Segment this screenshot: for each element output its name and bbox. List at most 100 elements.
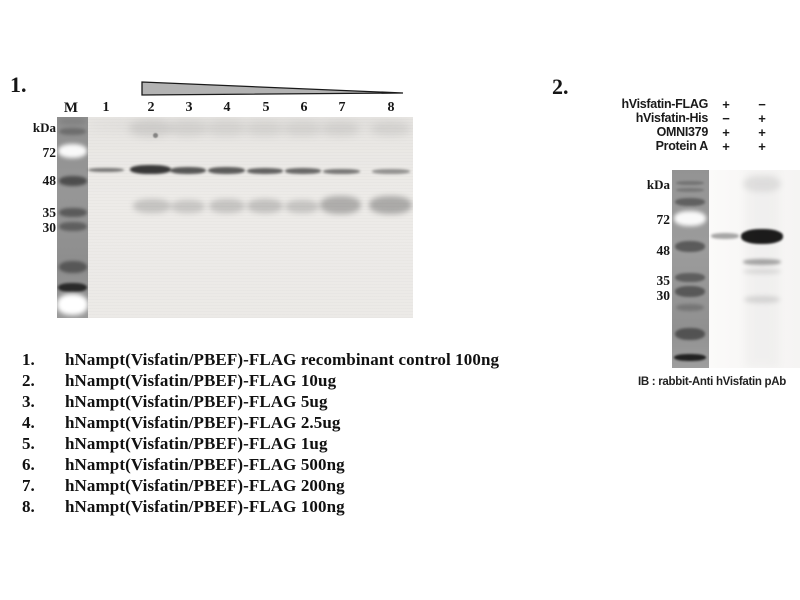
blot-band xyxy=(372,169,410,174)
blot-band xyxy=(674,211,706,226)
blot-band xyxy=(675,198,705,206)
blot-band xyxy=(675,241,705,252)
lane-label-4: 4 xyxy=(223,100,231,115)
legend-text: hNampt(Visfatin/PBEF)-FLAG 1ug xyxy=(65,434,328,453)
blot-band xyxy=(743,269,781,274)
legend-text: hNampt(Visfatin/PBEF)-FLAG 5ug xyxy=(65,392,328,411)
blot-band xyxy=(285,200,319,213)
legend-num: 4. xyxy=(22,413,35,432)
blot-band xyxy=(284,122,321,136)
lane-label-5: 5 xyxy=(262,100,270,115)
legend-row-5: 5. hNampt(Visfatin/PBEF)-FLAG 1ug xyxy=(22,434,328,455)
blot-band xyxy=(675,328,705,340)
legend-num: 3. xyxy=(22,392,35,411)
condition-sign-lane2: + xyxy=(758,111,766,126)
lane-label-2: 2 xyxy=(147,100,155,115)
legend-text: hNampt(Visfatin/PBEF)-FLAG 100ng xyxy=(65,497,345,516)
lane-label-6: 6 xyxy=(300,100,308,115)
condition-row-protein-a: Protein A + + xyxy=(600,139,780,154)
panel1-blot-image xyxy=(57,117,413,318)
panel2-mw-48: 48 xyxy=(656,243,671,258)
condition-name: Protein A xyxy=(655,139,709,153)
legend-text: hNampt(Visfatin/PBEF)-FLAG 500ng xyxy=(65,455,345,474)
legend-text: hNampt(Visfatin/PBEF)-FLAG 200ng xyxy=(65,476,345,495)
condition-name: OMNI379 xyxy=(656,125,709,139)
blot-band xyxy=(59,118,86,125)
condition-sign-lane1: + xyxy=(722,139,730,154)
blot-band xyxy=(59,261,87,273)
legend-row-3: 3. hNampt(Visfatin/PBEF)-FLAG 5ug xyxy=(22,392,328,413)
blot-band xyxy=(170,167,206,174)
panel2-blot-image xyxy=(709,170,800,368)
blot-band xyxy=(743,259,781,265)
legend-num: 7. xyxy=(22,476,35,495)
blot-band xyxy=(676,188,704,192)
legend-num: 8. xyxy=(22,497,35,516)
blot-band xyxy=(88,117,413,135)
blot-band xyxy=(285,168,321,174)
blot-band xyxy=(246,122,283,136)
legend-row-1: 1. hNampt(Visfatin/PBEF)-FLAG recombinant… xyxy=(22,350,499,371)
legend-row-2: 2. hNampt(Visfatin/PBEF)-FLAG 10ug xyxy=(22,371,336,392)
legend-text: hNampt(Visfatin/PBEF)-FLAG 10ug xyxy=(65,371,337,390)
blot-band xyxy=(323,169,360,174)
blot-band xyxy=(744,296,780,303)
lane-label-7: 7 xyxy=(338,100,346,115)
dilution-wedge-icon xyxy=(141,81,404,96)
panel1-label: 1. xyxy=(10,72,27,97)
panel2-mw-30: 30 xyxy=(656,288,671,303)
panel1-marker-lane xyxy=(57,117,88,318)
condition-sign-lane1: + xyxy=(722,125,730,140)
legend-num: 6. xyxy=(22,455,35,474)
condition-row-flag: hVisfatin-FLAG + − xyxy=(600,97,780,112)
condition-sign-lane1: − xyxy=(722,111,730,126)
legend-text: hNampt(Visfatin/PBEF)-FLAG 2.5ug xyxy=(65,413,341,432)
blot-band xyxy=(711,233,739,239)
panel1-kda-unit: kDa xyxy=(32,120,56,135)
blot-band xyxy=(153,133,158,138)
blot-band xyxy=(209,199,245,213)
panel2-mw-72: 72 xyxy=(656,212,671,227)
legend-row-8: 8. hNampt(Visfatin/PBEF)-FLAG 100ng xyxy=(22,497,345,518)
legend-num: 1. xyxy=(22,350,35,369)
legend-num: 5. xyxy=(22,434,35,453)
blot-band xyxy=(130,165,171,174)
condition-name: hVisfatin-FLAG xyxy=(621,97,708,111)
panel1-mw-30: 30 xyxy=(42,220,57,235)
blot-band xyxy=(675,286,705,297)
blot-band xyxy=(59,176,87,186)
blot-band xyxy=(371,122,411,136)
lane-label-8: 8 xyxy=(387,100,395,115)
blot-band xyxy=(674,354,706,361)
condition-row-his: hVisfatin-His − + xyxy=(600,111,780,126)
panel1-mw-48: 48 xyxy=(42,173,57,188)
blot-band xyxy=(369,196,412,214)
panel2-marker-strip xyxy=(672,170,709,368)
blot-band xyxy=(129,120,171,137)
blot-band xyxy=(88,168,124,172)
lane-label-M: M xyxy=(63,100,79,116)
panel2-marker-lane xyxy=(672,170,709,368)
blot-band xyxy=(133,199,171,213)
blot-band xyxy=(59,222,87,231)
blot-band xyxy=(58,283,87,292)
blot-band xyxy=(675,273,705,282)
lane-label-3: 3 xyxy=(185,100,193,115)
blot-band xyxy=(322,122,359,136)
condition-name: hVisfatin-His xyxy=(635,111,709,125)
legend-row-7: 7. hNampt(Visfatin/PBEF)-FLAG 200ng xyxy=(22,476,345,497)
legend-text: hNampt(Visfatin/PBEF)-FLAG recombinant c… xyxy=(65,350,500,369)
blot-band xyxy=(676,181,704,185)
condition-sign-lane2: − xyxy=(758,97,766,112)
condition-row-omni379: OMNI379 + + xyxy=(600,125,780,140)
blot-band xyxy=(59,128,86,135)
blot-band xyxy=(743,176,781,192)
legend-num: 2. xyxy=(22,371,35,390)
panel2-mw-35: 35 xyxy=(656,273,671,288)
blot-band xyxy=(58,144,87,158)
condition-sign-lane1: + xyxy=(722,97,730,112)
panel2-kda-unit: kDa xyxy=(646,177,670,192)
blot-band xyxy=(247,168,283,174)
legend-row-6: 6. hNampt(Visfatin/PBEF)-FLAG 500ng xyxy=(22,455,345,476)
